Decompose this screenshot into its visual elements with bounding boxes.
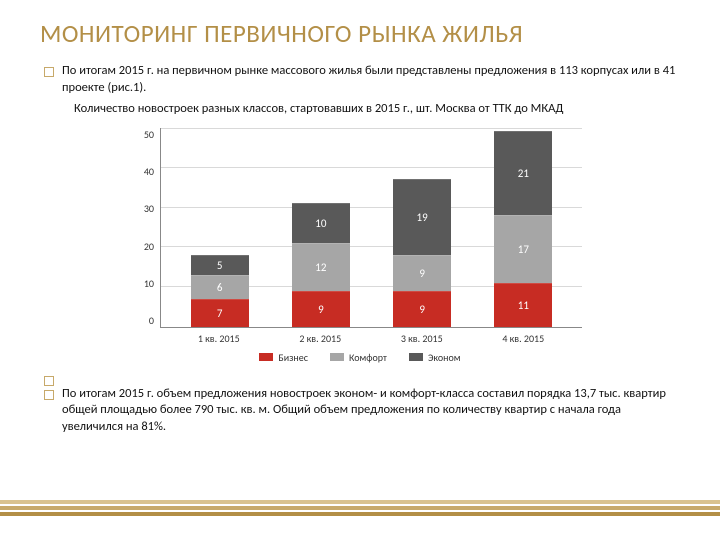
- bar-segment: 17: [494, 215, 552, 283]
- bar-segment: 19: [393, 179, 451, 255]
- x-axis: 1 кв. 2015 2 кв. 2015 3 кв. 2015 4 кв. 2015: [160, 328, 582, 345]
- legend-item: Эконом: [409, 351, 461, 364]
- bar-segment: 11: [494, 283, 552, 327]
- chart-container: 50403020100 765912109919111721 1 кв. 201…: [130, 122, 590, 366]
- y-tick-label: 10: [144, 277, 154, 290]
- bullet-text: По итогам 2015 г. на первичном рынке мас…: [62, 63, 675, 95]
- bar-column: 765: [191, 255, 249, 327]
- bar-segment: 9: [393, 255, 451, 291]
- legend-swatch: [259, 353, 273, 361]
- legend-label: Комфорт: [349, 351, 387, 364]
- decor-band-1: [0, 500, 720, 504]
- y-tick-label: 40: [144, 165, 154, 178]
- legend: Бизнес Комфорт Эконом: [138, 351, 582, 364]
- bar-segment: 7: [191, 299, 249, 327]
- bar-segment: 5: [191, 255, 249, 275]
- list-item: По итогам 2015 г. на первичном рынке мас…: [44, 63, 680, 97]
- bar-column: 91210: [292, 203, 350, 327]
- decor-band-2: [0, 506, 720, 510]
- bar-segment: 9: [292, 291, 350, 327]
- legend-swatch: [330, 353, 344, 361]
- legend-label: Эконом: [428, 351, 461, 364]
- x-labels: 1 кв. 2015 2 кв. 2015 3 кв. 2015 4 кв. 2015: [160, 328, 582, 345]
- bar-segment: 12: [292, 243, 350, 291]
- x-tick-label: 3 кв. 2015: [393, 332, 451, 345]
- slide: МОНИТОРИНГ ПЕРВИЧНОГО РЫНКА ЖИЛЬЯ По ито…: [0, 0, 720, 540]
- bar-segment: 21: [494, 131, 552, 215]
- y-tick-label: 20: [144, 240, 154, 253]
- legend-label: Бизнес: [278, 351, 308, 364]
- bullet-list: По итогам 2015 г. объем предложения ново…: [40, 372, 680, 437]
- decor-band-3: [0, 512, 720, 516]
- bar-column: 9919: [393, 179, 451, 327]
- y-tick-label: 50: [144, 128, 154, 141]
- page-title: МОНИТОРИНГ ПЕРВИЧНОГО РЫНКА ЖИЛЬЯ: [40, 20, 680, 49]
- plot-area: 765912109919111721: [160, 128, 582, 328]
- list-item: [44, 372, 680, 382]
- chart-subtitle: Количество новостроек разных классов, ст…: [40, 101, 680, 116]
- x-tick-label: 1 кв. 2015: [190, 332, 248, 345]
- x-tick-label: 4 кв. 2015: [494, 332, 552, 345]
- bar-segment: 10: [292, 203, 350, 243]
- legend-item: Комфорт: [330, 351, 387, 364]
- bullet-list: По итогам 2015 г. на первичном рынке мас…: [40, 63, 680, 97]
- stacked-bar-chart: 50403020100 765912109919111721: [138, 128, 582, 328]
- bar-segment: 9: [393, 291, 451, 327]
- x-tick-label: 2 кв. 2015: [291, 332, 349, 345]
- legend-swatch: [409, 353, 423, 361]
- list-item: По итогам 2015 г. объем предложения ново…: [44, 386, 680, 437]
- y-axis: 50 40 30 20 10 0: [138, 128, 160, 328]
- bullet-text: По итогам 2015 г. объем предложения ново…: [62, 386, 666, 435]
- bars: 765912109919111721: [161, 128, 582, 327]
- y-tick-label: 0: [149, 314, 154, 327]
- bar-column: 111721: [494, 131, 552, 327]
- bar-segment: 6: [191, 275, 249, 299]
- legend-item: Бизнес: [259, 351, 308, 364]
- y-tick-label: 30: [144, 202, 154, 215]
